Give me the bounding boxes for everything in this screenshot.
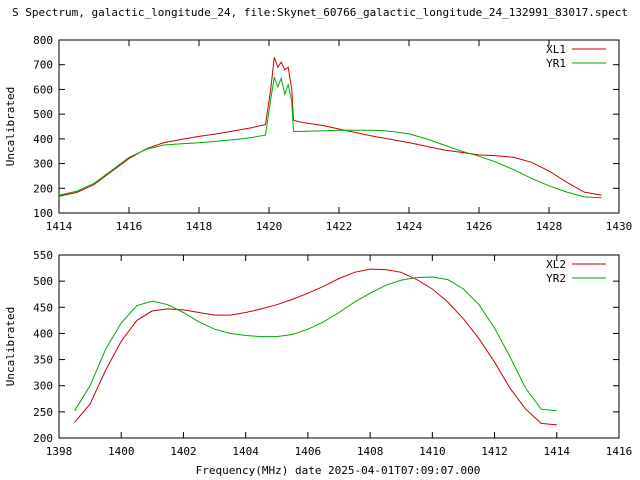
- y-axis-label-bottom: Uncalibrated: [4, 307, 17, 386]
- y-tick-label: 250: [33, 406, 53, 419]
- y-tick-label: 550: [33, 249, 53, 262]
- x-tick-label: 1402: [170, 445, 197, 458]
- series-line-yr1: [58, 76, 602, 199]
- y-tick-label: 500: [33, 108, 53, 121]
- y-tick-label: 200: [33, 182, 53, 195]
- legend-label-xl2: XL2: [546, 258, 566, 271]
- y-tick-label: 450: [33, 301, 53, 314]
- chart-panel-bottom: 1398 1400 1402 1404 1406 1408 1410 1412 1414 1416…: [4, 249, 632, 458]
- x-tick-label: 1406: [295, 445, 322, 458]
- plot-frame-bottom: [58, 254, 620, 439]
- x-tick-label: 1418: [186, 220, 213, 233]
- x-tick-label: 1428: [536, 220, 563, 233]
- x-tick-label: 1412: [481, 445, 508, 458]
- legend-label-yr1: YR1: [546, 57, 566, 70]
- x-tick-label: 1422: [326, 220, 353, 233]
- y-tick-label: 300: [33, 380, 53, 393]
- y-tick-label: 500: [33, 275, 53, 288]
- x-tick-label: 1408: [357, 445, 384, 458]
- y-tick-label: 100: [33, 207, 53, 220]
- legend-label-yr2: YR2: [546, 272, 566, 285]
- x-tick-label: 1398: [46, 445, 73, 458]
- series-line-xl2: [74, 268, 557, 426]
- y-tick-label: 200: [33, 432, 53, 445]
- y-tick-label: 800: [33, 34, 53, 47]
- legend-label-xl1: XL1: [546, 43, 566, 56]
- x-tick-label: 1404: [232, 445, 259, 458]
- x-tick-label: 1400: [108, 445, 135, 458]
- x-tick-label: 1420: [256, 220, 283, 233]
- y-tick-label: 400: [33, 327, 53, 340]
- x-tick-label: 1424: [396, 220, 423, 233]
- y-tick-label: 350: [33, 354, 53, 367]
- chart-panel-top: 1414 1416 1418 1420 1422 1424 1426 1428 1430 100 2…: [4, 34, 632, 233]
- y-axis-label-top: Uncalibrated: [4, 87, 17, 166]
- y-tick-label: 300: [33, 158, 53, 171]
- x-tick-label: 1414: [544, 445, 571, 458]
- y-tick-label: 700: [33, 59, 53, 72]
- x-tick-label: 1416: [606, 445, 633, 458]
- y-tick-label: 400: [33, 133, 53, 146]
- x-tick-label: 1430: [606, 220, 633, 233]
- x-tick-label: 1414: [46, 220, 73, 233]
- x-axis-label: Frequency(MHz) date 2025-04-01T07:09:07.…: [196, 464, 481, 477]
- plot-frame-top: [58, 39, 620, 214]
- series-line-xl1: [58, 57, 602, 197]
- x-tick-label: 1410: [419, 445, 446, 458]
- x-tick-label: 1416: [116, 220, 143, 233]
- series-line-yr2: [74, 276, 557, 412]
- chart-title: S Spectrum, galactic_longitude_24, file:…: [12, 6, 628, 19]
- y-tick-label: 600: [33, 83, 53, 96]
- x-tick-label: 1426: [466, 220, 493, 233]
